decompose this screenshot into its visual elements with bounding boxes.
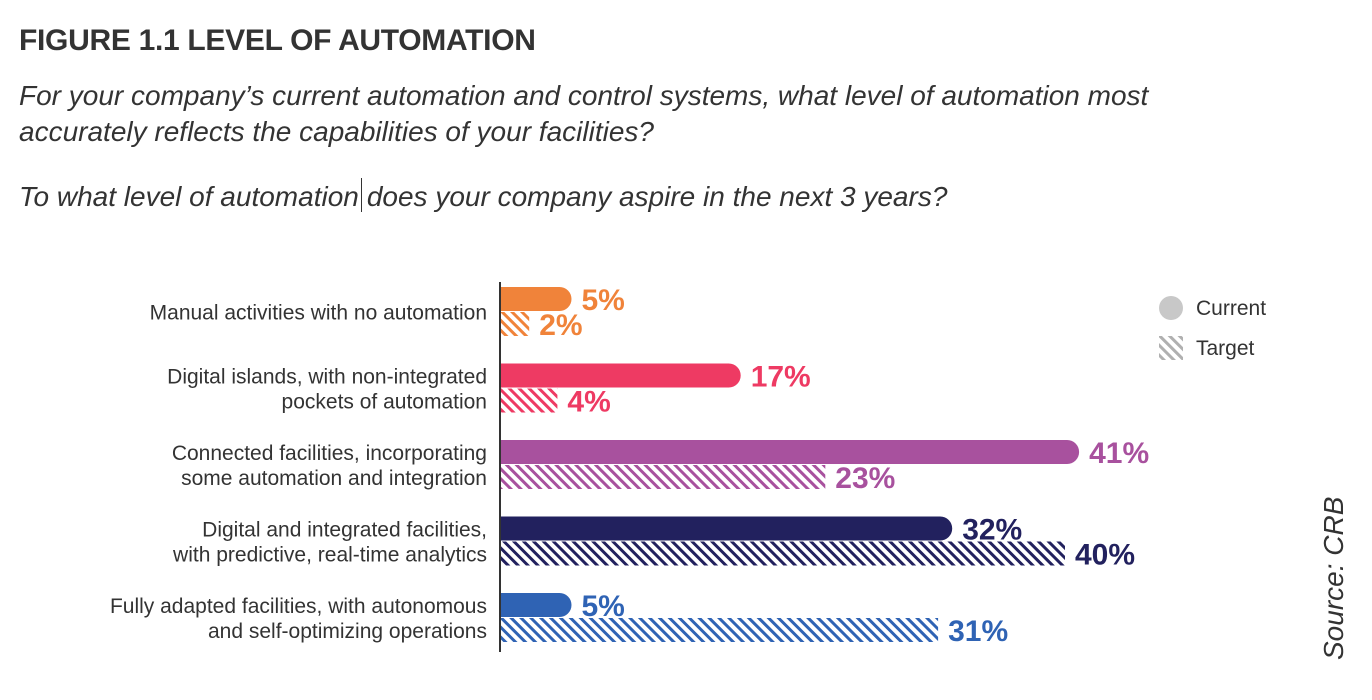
category-label-3-line-1: with predictive, real-time analytics (172, 544, 487, 567)
category-label-4-line-0: Fully adapted facilities, with autonomou… (110, 595, 487, 618)
question-2: To what level of automation does your com… (19, 178, 947, 215)
value-label-current-1: 17% (751, 361, 811, 394)
value-label-target-4: 31% (948, 615, 1008, 648)
bar-target-4 (501, 618, 939, 642)
value-label-current-4: 5% (582, 590, 625, 623)
bar-current-0 (501, 287, 572, 311)
category-label-2-line-0: Connected facilities, incorporating (172, 442, 487, 465)
legend-swatch-current (1159, 296, 1183, 320)
value-label-current-0: 5% (582, 284, 625, 317)
category-labels: Manual activities with no automation Digi… (110, 302, 487, 644)
question-2-part-1: To what level of automation (19, 181, 359, 212)
bar-current-2 (501, 440, 1080, 464)
bar-target-0 (501, 312, 530, 336)
bar-target-3 (501, 541, 1065, 566)
category-label-1-line-1: pockets of automation (282, 391, 487, 414)
value-label-target-1: 4% (567, 386, 610, 419)
value-labels: 5%2%17%4%41%23%32%40%5%31% (539, 284, 1149, 648)
text-cursor (360, 178, 362, 212)
legend: Current Target (1159, 296, 1266, 360)
question-1-line-1: For your company’s current automation an… (19, 80, 1149, 111)
value-label-target-2: 23% (835, 462, 895, 495)
figure-title: FIGURE 1.1 LEVEL OF AUTOMATION (19, 24, 536, 57)
value-label-current-3: 32% (962, 514, 1022, 547)
category-label-2-line-1: some automation and integration (181, 467, 487, 490)
question-1-line-2: accurately reflects the capabilities of … (19, 116, 654, 147)
bar-current-3 (501, 516, 953, 541)
category-label-4-line-1: and self-optimizing operations (208, 620, 487, 643)
category-label-1-line-0: Digital islands, with non-integrated (167, 366, 487, 389)
bar-target-2 (501, 465, 826, 489)
value-label-current-2: 41% (1089, 437, 1149, 470)
value-label-target-0: 2% (539, 309, 582, 342)
bar-current-1 (501, 363, 741, 388)
source-note: Source: CRB (1318, 496, 1349, 660)
legend-label-current: Current (1196, 297, 1266, 320)
category-label-0-line-0: Manual activities with no automation (150, 302, 487, 325)
legend-label-target: Target (1196, 337, 1255, 360)
value-label-target-3: 40% (1075, 539, 1135, 572)
bars (501, 287, 1080, 642)
question-2-part-2: does your company aspire in the next 3 y… (366, 181, 948, 212)
bar-target-1 (501, 388, 558, 413)
legend-swatch-target (1159, 336, 1183, 360)
category-label-3-line-0: Digital and integrated facilities, (202, 519, 487, 542)
bar-current-4 (501, 593, 572, 617)
